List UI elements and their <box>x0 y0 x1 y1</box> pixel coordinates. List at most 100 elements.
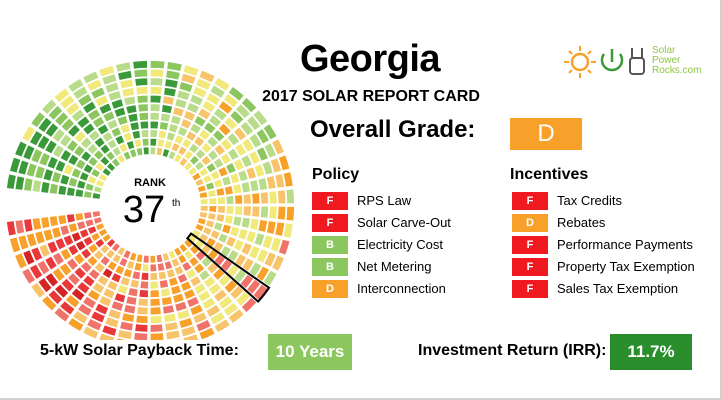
dial-cell <box>28 263 44 281</box>
dial-cell <box>83 211 93 220</box>
dial-cell <box>80 150 93 163</box>
dial-cell <box>234 205 244 216</box>
state-title: Georgia <box>299 38 441 80</box>
dial-cell <box>194 177 205 188</box>
dial-cell <box>161 251 171 262</box>
dial-cell <box>53 283 70 299</box>
dial-cell <box>133 68 149 79</box>
dial-cell <box>248 132 263 149</box>
dial-cell <box>47 289 64 306</box>
dial-cell <box>192 85 208 99</box>
dial-cell <box>83 190 93 199</box>
grade-badge: F <box>312 214 348 232</box>
dial-cell <box>136 306 149 316</box>
dial-cell <box>206 261 220 275</box>
dial-cell <box>170 114 182 126</box>
dial-cell <box>207 281 223 296</box>
dial-cell <box>178 156 189 168</box>
dial-cell <box>36 259 51 276</box>
dial-cell <box>106 279 119 292</box>
dial-cell <box>239 120 255 137</box>
dial-cell <box>78 171 90 182</box>
dial-cell <box>173 153 183 164</box>
dial-cell <box>98 332 116 340</box>
dial-cell <box>135 146 144 157</box>
dial-cell <box>96 274 110 287</box>
dial-cell <box>57 184 68 196</box>
dial-cell <box>241 257 255 273</box>
dial-cell <box>110 272 122 284</box>
dial-cell <box>53 306 71 323</box>
dial-cell <box>23 218 34 233</box>
dial-cell <box>163 260 174 271</box>
dial-cell <box>92 185 103 194</box>
policy-label: Net Metering <box>357 259 432 274</box>
dial-cell <box>163 139 174 150</box>
dial-cell <box>225 195 235 205</box>
dial-cell <box>240 154 253 169</box>
dial-cell <box>265 175 277 190</box>
dial-cell <box>263 251 277 268</box>
dial-cell <box>54 237 67 251</box>
dial-cell <box>127 112 139 123</box>
dial-cell <box>9 236 22 254</box>
dial-cell <box>122 267 133 279</box>
dial-cell <box>253 232 266 247</box>
dial-cell <box>97 172 109 183</box>
dial-cell <box>189 275 203 288</box>
irr-label: Investment Return (IRR): <box>418 342 607 359</box>
dial-cell <box>204 181 216 191</box>
dial-cell <box>67 243 80 257</box>
dial-cell <box>94 237 106 249</box>
dial-cell <box>225 162 237 175</box>
dial-cell <box>197 107 212 121</box>
dial-cell <box>81 100 97 115</box>
dial-cell <box>94 94 110 108</box>
irr-value: 11.7% <box>610 334 692 370</box>
dial-cell <box>268 190 278 205</box>
dial-cell <box>59 148 73 163</box>
dial-cell <box>78 228 90 239</box>
dial-cell <box>188 255 200 268</box>
dial-cell <box>87 267 101 281</box>
dial-cell <box>134 77 149 87</box>
dial-cell <box>185 130 198 143</box>
dial-cell <box>181 137 193 150</box>
dial-cell <box>114 264 126 276</box>
dial-cell <box>36 134 51 151</box>
dial-cell <box>149 280 160 290</box>
dial-cell <box>209 311 227 326</box>
dial-cell <box>177 145 188 157</box>
dial-cell <box>21 125 37 143</box>
dial-cell <box>203 275 217 289</box>
dial-cell <box>183 161 194 172</box>
dial-cell <box>135 86 149 96</box>
dial-cell <box>37 276 53 294</box>
dial-cell <box>276 189 287 205</box>
dial-cell <box>104 81 120 94</box>
dial-cell <box>208 197 218 205</box>
dial-cell <box>170 142 181 153</box>
dial-cell <box>197 289 212 303</box>
dial-cell <box>110 157 121 168</box>
dial-cell <box>225 235 237 248</box>
dial-cell <box>248 150 261 165</box>
dial-cell <box>217 273 232 288</box>
dial-cell <box>149 77 164 87</box>
dial-cell <box>221 175 232 187</box>
dial-cell <box>87 155 99 168</box>
dial-cell <box>149 254 157 264</box>
sun-icon <box>564 46 596 78</box>
dial-cell <box>255 146 269 162</box>
dial-cell <box>34 230 46 245</box>
dial-cell <box>74 239 87 252</box>
dial-cell <box>213 178 224 189</box>
dial-cell <box>82 274 96 288</box>
dial-cell <box>205 162 217 174</box>
dial-cell <box>198 268 212 282</box>
bottom-border <box>0 398 722 400</box>
dial-cell <box>140 271 150 281</box>
dial-cell <box>99 143 111 155</box>
dial-cell <box>30 148 44 164</box>
dial-cell <box>253 163 266 178</box>
